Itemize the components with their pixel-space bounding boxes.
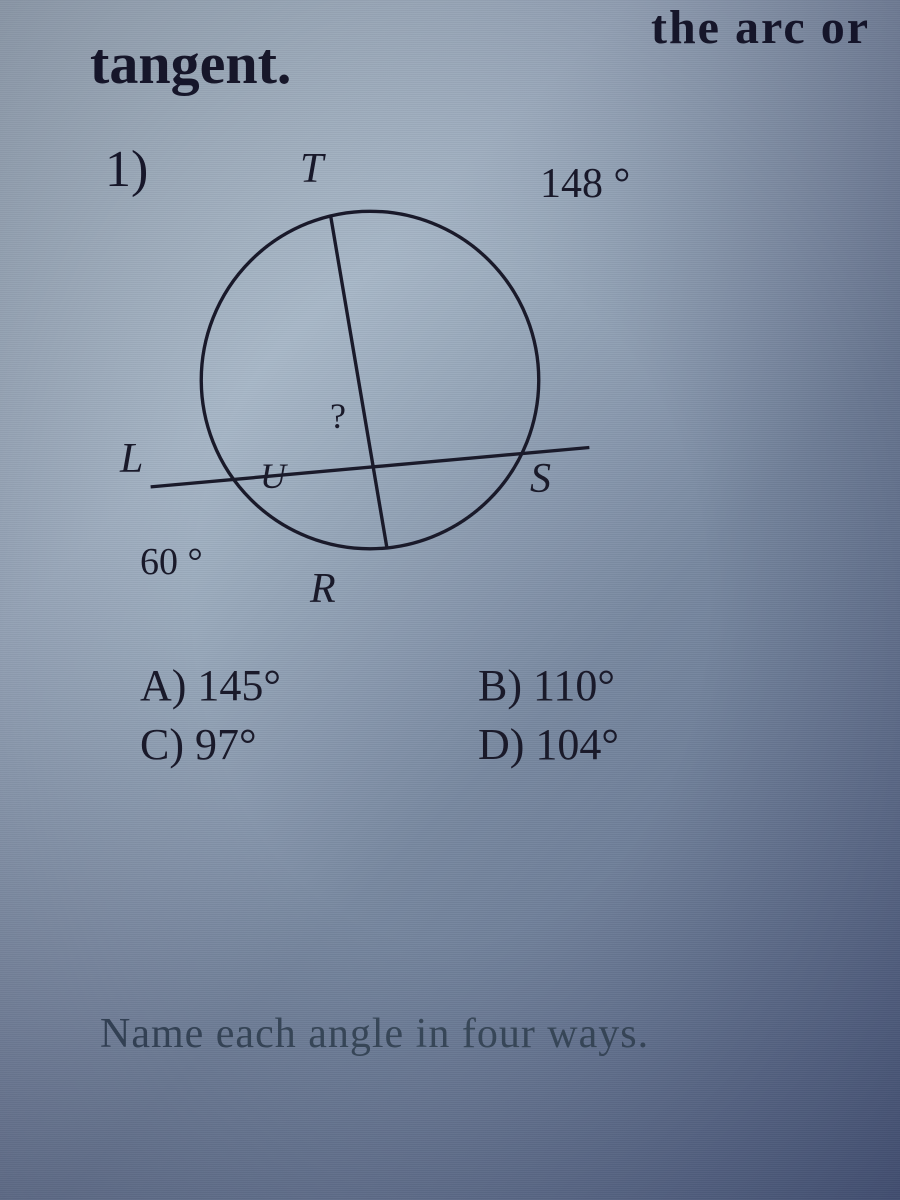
- chord-TR: [331, 216, 387, 548]
- header-fragment-text: the arc or: [651, 0, 870, 55]
- answer-option-B[interactable]: B) 110°: [478, 660, 790, 711]
- answer-option-D[interactable]: D) 104°: [478, 719, 790, 770]
- answer-choices: A) 145° B) 110° C) 97° D) 104°: [140, 660, 790, 778]
- circle-diagram-svg: [120, 155, 620, 605]
- answer-row-1: A) 145° B) 110°: [140, 660, 790, 711]
- main-circle: [201, 211, 539, 549]
- geometry-diagram: [120, 155, 620, 605]
- answer-option-C[interactable]: C) 97°: [140, 719, 452, 770]
- footer-instruction: Name each angle in four ways.: [100, 1010, 649, 1058]
- answer-row-2: C) 97° D) 104°: [140, 719, 790, 770]
- tangent-label: tangent.: [90, 30, 291, 97]
- answer-option-A[interactable]: A) 145°: [140, 660, 452, 711]
